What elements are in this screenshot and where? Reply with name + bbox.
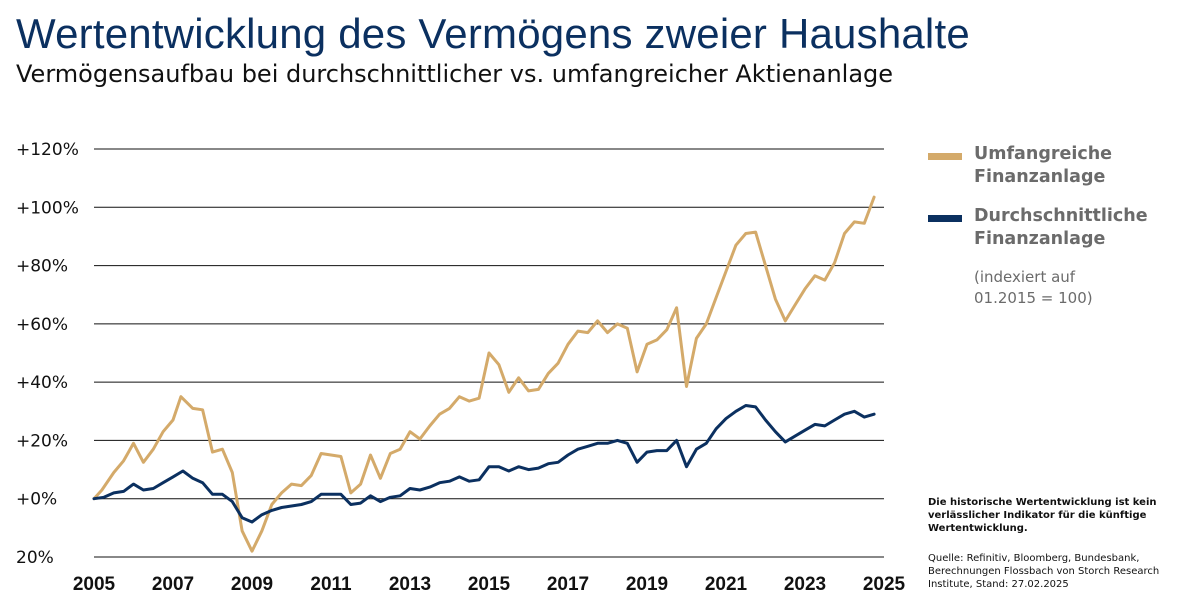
x-tick-label: 2007 [152,574,194,595]
legend-item-durchschnittliche: Durchschnittliche Finanzanlage [928,205,1168,251]
chart-title: Wertentwicklung des Vermögens zweier Hau… [16,10,970,57]
disclaimer-note: Die historische Wertentwicklung ist kein… [928,497,1157,534]
series-line-durchschnittliche [92,404,876,524]
x-tick-label: 2021 [705,574,748,595]
y-tick-label: 20% [16,548,54,568]
y-axis-ticks: 20% +0% +20% +40% +60% +80% +100% +120% [16,140,79,568]
x-tick-label: 2013 [389,574,431,595]
source-note: Quelle: Refinitiv, Bloomberg, Bundesbank… [928,553,1160,590]
y-tick-label: +100% [16,198,79,218]
legend: Umfangreiche Finanzanlage Durchschnittli… [928,143,1168,309]
legend-item-umfangreiche: Umfangreiche Finanzanlage [928,143,1168,189]
x-tick-label: 2023 [784,574,826,595]
x-tick-label: 2005 [73,574,116,595]
x-tick-label: 2025 [863,574,906,595]
x-tick-label: 2015 [468,574,511,595]
x-tick-label: 2017 [547,574,589,595]
y-tick-label: +40% [16,373,68,393]
series-line-umfangreiche [92,195,876,553]
y-tick-label: +120% [16,140,79,160]
x-tick-label: 2019 [626,574,668,595]
legend-index-note: (indexiert auf 01.2015 = 100) [974,268,1093,307]
series-lines [92,195,876,553]
legend-swatch-umfangreiche [928,153,962,160]
x-tick-label: 2011 [310,574,352,595]
chart-subtitle: Vermögensaufbau bei durchschnittlicher v… [16,60,894,88]
x-tick-label: 2009 [231,574,273,595]
legend-swatch-durchschnittliche [928,215,962,222]
y-tick-label: +20% [16,431,68,451]
y-tick-label: +80% [16,257,68,277]
legend-label-umfangreiche: Umfangreiche Finanzanlage [974,144,1113,187]
grid-lines [94,148,884,558]
legend-label-durchschnittliche: Durchschnittliche Finanzanlage [974,206,1148,249]
x-axis-ticks: 2005 2007 2009 2011 2013 2015 2017 2019 2021 2023… [73,574,906,595]
y-tick-label: +0% [16,490,57,510]
y-tick-label: +60% [16,315,68,335]
